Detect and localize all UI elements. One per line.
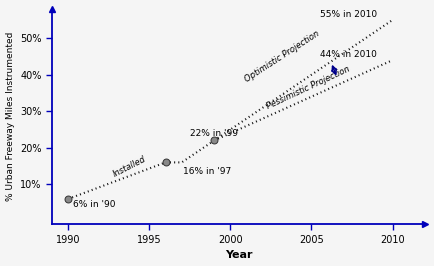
Text: 55% in 2010: 55% in 2010 xyxy=(319,10,377,19)
X-axis label: Year: Year xyxy=(225,251,252,260)
Text: 44% in 2010: 44% in 2010 xyxy=(319,50,376,59)
Text: Installed: Installed xyxy=(112,155,148,179)
Y-axis label: % Urban Freeway Miles Instrumented: % Urban Freeway Miles Instrumented xyxy=(6,32,15,201)
Text: 16% in '97: 16% in '97 xyxy=(184,167,232,176)
Text: 6% in '90: 6% in '90 xyxy=(73,200,115,209)
Text: 22% in '99: 22% in '99 xyxy=(190,129,238,138)
Text: Optimistic Projection: Optimistic Projection xyxy=(243,29,321,84)
Text: Pessimistic Projection: Pessimistic Projection xyxy=(265,65,351,111)
